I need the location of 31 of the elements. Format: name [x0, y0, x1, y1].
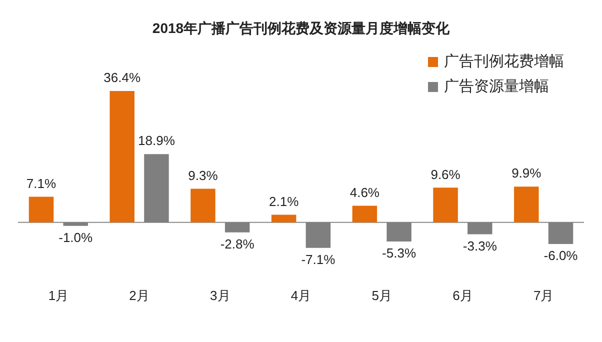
- data-label: 36.4%: [104, 70, 141, 86]
- x-tick-label: 2月: [129, 288, 150, 303]
- chart-title: 2018年广播广告刊例花费及资源量月度增幅变化: [151, 20, 451, 38]
- data-label: 9.9%: [512, 166, 542, 181]
- bar: [433, 188, 458, 222]
- data-label: -7.1%: [301, 252, 336, 268]
- x-tick-label: 1月: [48, 288, 69, 303]
- data-label: -1.0%: [58, 230, 94, 246]
- bar: [190, 188, 216, 222]
- data-label: -3.3%: [462, 238, 498, 254]
- x-tick-label: 3月: [210, 288, 230, 303]
- x-tick-label: 7月: [533, 288, 554, 303]
- data-label: 2.1%: [269, 194, 300, 209]
- data-label: 9.6%: [430, 166, 461, 182]
- legend-label: 广告刊例花费增幅: [444, 52, 564, 71]
- bar: [514, 186, 539, 222]
- data-label: -2.8%: [220, 236, 255, 252]
- data-label: 18.9%: [138, 133, 176, 148]
- bar: [271, 214, 296, 222]
- bar: [28, 196, 54, 222]
- x-tick-label: 5月: [372, 288, 392, 303]
- bar: [352, 206, 378, 222]
- legend-label: 广告资源量增幅: [444, 77, 549, 96]
- data-label: 7.1%: [26, 176, 56, 191]
- bar: [110, 90, 134, 222]
- x-tick-label: 4月: [290, 288, 312, 303]
- data-label: -5.3%: [382, 246, 416, 261]
- data-label: 4.6%: [350, 184, 380, 200]
- x-tick-label: 6月: [452, 288, 473, 303]
- data-label: -6.0%: [544, 248, 578, 264]
- data-label: 9.3%: [188, 168, 218, 183]
